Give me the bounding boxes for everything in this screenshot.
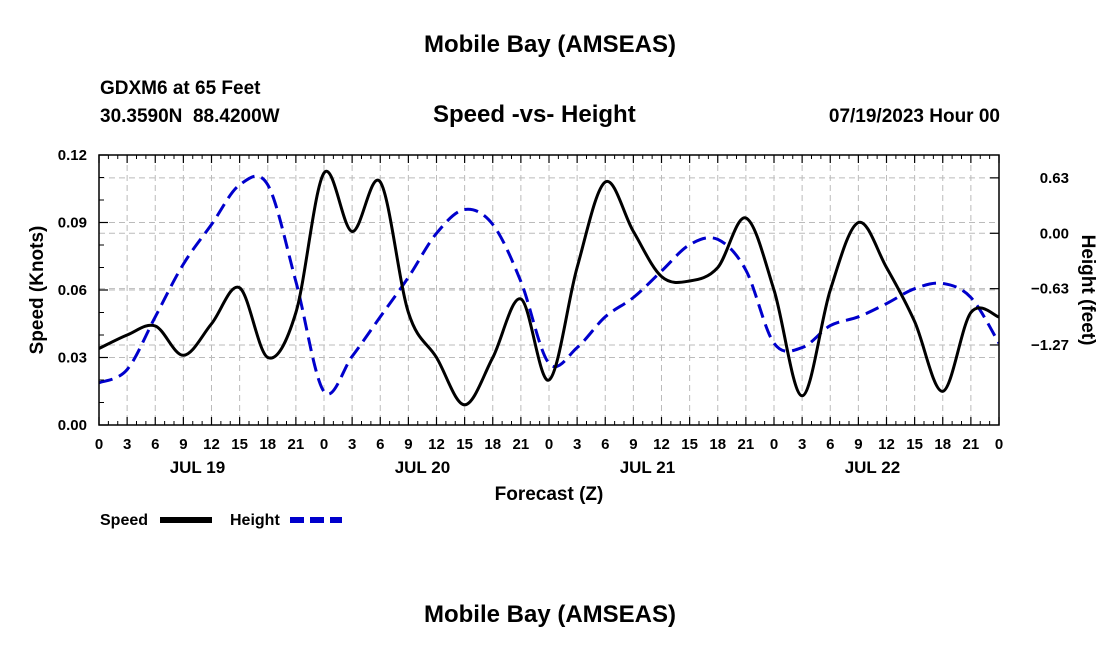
x-tick-label: 21: [513, 436, 530, 453]
day-label: JUL 21: [620, 458, 675, 477]
x-tick-label: 9: [629, 436, 637, 453]
x-tick-label: 18: [709, 436, 726, 453]
y-tick-label: 0.12: [58, 147, 87, 164]
chart-title: Speed -vs- Height: [433, 101, 636, 128]
x-tick-label: 0: [95, 436, 103, 453]
x-axis-label: Forecast (Z): [495, 484, 604, 505]
y-axis-label: Speed (Knots): [27, 226, 48, 355]
x-tick-label: 3: [348, 436, 356, 453]
x-tick-label: 21: [738, 436, 755, 453]
forecast-datetime: 07/19/2023 Hour 00: [828, 106, 1000, 127]
y2-tick-label: 0.00: [1040, 225, 1069, 242]
x-tick-label: 6: [151, 436, 159, 453]
y2-tick-label: −1.27: [1031, 337, 1069, 354]
grid-layer: [99, 155, 999, 425]
y-tick-label: 0.09: [58, 215, 87, 232]
y2-axis-label: Height (feet): [1077, 235, 1098, 346]
x-tick-label: 12: [428, 436, 445, 453]
x-tick-label: 0: [545, 436, 553, 453]
x-tick-label: 3: [123, 436, 131, 453]
x-tick-label: 21: [963, 436, 980, 453]
x-tick-label: 9: [854, 436, 862, 453]
day-label: JUL 22: [845, 458, 900, 477]
x-tick-label: 3: [573, 436, 581, 453]
x-tick-label: 21: [288, 436, 305, 453]
y2-tick-label: 0.63: [1040, 170, 1069, 187]
day-label: JUL 20: [395, 458, 450, 477]
legend-speed-label: Speed: [100, 512, 148, 529]
x-tick-label: 18: [484, 436, 501, 453]
x-tick-label: 6: [376, 436, 384, 453]
x-tick-label: 6: [601, 436, 609, 453]
x-tick-label: 0: [995, 436, 1003, 453]
x-tick-label: 9: [179, 436, 187, 453]
speed-series-line: [99, 169, 999, 407]
y2-tick-label: −0.63: [1031, 281, 1069, 298]
x-tick-label: 15: [681, 436, 698, 453]
x-tick-label: 15: [231, 436, 248, 453]
station-label: GDXM6 at 65 Feet: [100, 78, 261, 99]
x-tick-label: 12: [203, 436, 220, 453]
x-tick-label: 3: [798, 436, 806, 453]
x-tick-label: 6: [826, 436, 834, 453]
x-tick-label: 15: [906, 436, 923, 453]
coordinates-label: 30.3590N 88.4200W: [100, 106, 280, 127]
axis-layer: 0 3 6 9 12 15 18 21 0 3 6 9 12 15 18 21 0 3 6 9 12 15 18 21 0 3 6 9…: [58, 147, 1069, 477]
x-tick-label: 0: [320, 436, 328, 453]
x-tick-label: 15: [456, 436, 473, 453]
x-tick-label: 12: [878, 436, 895, 453]
legend: Speed Height: [100, 512, 342, 529]
height-series-line: [99, 174, 999, 396]
y-tick-label: 0.03: [58, 350, 87, 367]
y-tick-label: 0.00: [58, 417, 87, 434]
x-tick-label: 0: [770, 436, 778, 453]
legend-height-label: Height: [230, 512, 280, 529]
x-tick-label: 12: [653, 436, 670, 453]
footer-title: Mobile Bay (AMSEAS): [423, 601, 677, 628]
x-tick-label: 9: [404, 436, 412, 453]
day-label: JUL 19: [170, 458, 225, 477]
x-tick-label: 18: [259, 436, 276, 453]
series-layer: [99, 169, 999, 407]
y-tick-label: 0.06: [58, 282, 87, 299]
page-title: Mobile Bay (AMSEAS): [423, 31, 677, 58]
x-tick-label: 18: [934, 436, 951, 453]
